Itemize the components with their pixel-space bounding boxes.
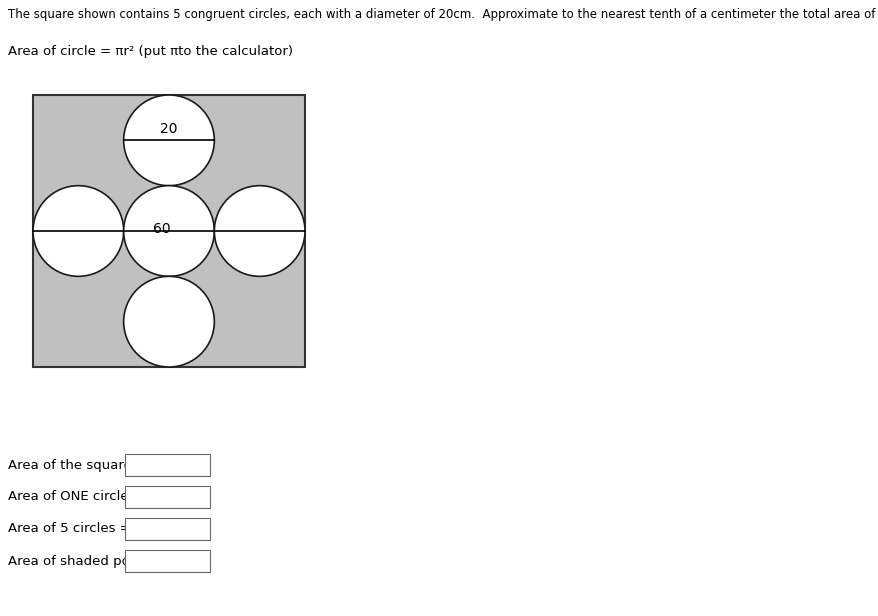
Text: The square shown contains 5 congruent circles, each with a diameter of 20cm.  Ap: The square shown contains 5 congruent ci… bbox=[8, 8, 878, 21]
Bar bbox=[33, 95, 305, 367]
Text: Area of 5 circles =: Area of 5 circles = bbox=[8, 522, 131, 535]
Text: Area of ONE circle =: Area of ONE circle = bbox=[8, 490, 144, 503]
Circle shape bbox=[33, 185, 124, 277]
Text: 60: 60 bbox=[154, 222, 171, 236]
Bar bbox=[125, 454, 210, 476]
Circle shape bbox=[124, 95, 214, 185]
Circle shape bbox=[124, 185, 214, 277]
Bar bbox=[125, 486, 210, 508]
Text: 20: 20 bbox=[160, 123, 177, 136]
Circle shape bbox=[124, 277, 214, 367]
Bar bbox=[125, 550, 210, 572]
Text: Area of the square =: Area of the square = bbox=[8, 458, 147, 471]
Text: Area of circle = πr² (put πto the calculator): Area of circle = πr² (put πto the calcul… bbox=[8, 45, 292, 58]
Circle shape bbox=[214, 185, 305, 277]
Text: Area of shaded portion =: Area of shaded portion = bbox=[8, 554, 176, 567]
Bar bbox=[125, 518, 210, 540]
